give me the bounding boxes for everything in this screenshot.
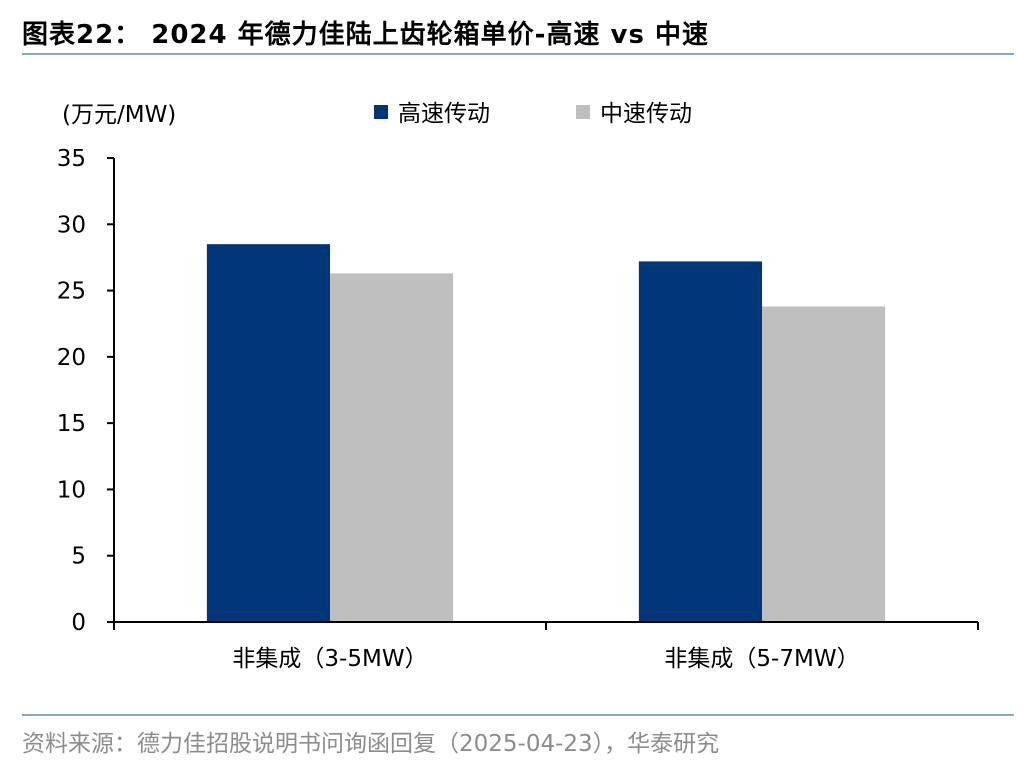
y-tick-label: 35 <box>57 146 86 172</box>
bar-high-speed <box>206 244 330 622</box>
legend-swatch <box>576 105 590 119</box>
legend-label: 中速传动 <box>600 101 692 127</box>
y-axis: 0 5 10 15 20 25 30 35 <box>57 146 115 636</box>
bar-high-speed <box>638 261 762 622</box>
y-tick-label: 15 <box>57 411 86 437</box>
y-tick-label: 25 <box>57 279 86 305</box>
source-note: 资料来源：德力佳招股说明书问询函回复（2025-04-23），华泰研究 <box>22 731 720 757</box>
chart-title: 图表22： 2024 年德力佳陆上齿轮箱单价-高速 vs 中速 <box>22 20 709 50</box>
category-label: 非集成（5-7MW） <box>664 646 859 672</box>
y-tick-label: 5 <box>71 544 86 570</box>
footer-divider <box>22 714 1014 716</box>
y-tick-label: 30 <box>57 212 86 238</box>
y-axis-unit-label: (万元/MW) <box>62 102 176 128</box>
bar-medium-speed <box>330 273 454 622</box>
title-divider <box>22 53 1014 55</box>
legend-label: 高速传动 <box>398 101 490 127</box>
y-tick-label: 10 <box>57 477 86 503</box>
x-axis: 非集成（3-5MW） 非集成（5-7MW） <box>113 621 979 672</box>
y-tick-label: 20 <box>57 345 86 371</box>
bar-medium-speed <box>762 306 886 622</box>
category-label: 非集成（3-5MW） <box>232 646 427 672</box>
legend: 高速传动 中速传动 <box>374 101 692 127</box>
legend-swatch <box>374 105 388 119</box>
bars <box>206 244 886 622</box>
y-tick-label: 0 <box>71 610 86 636</box>
